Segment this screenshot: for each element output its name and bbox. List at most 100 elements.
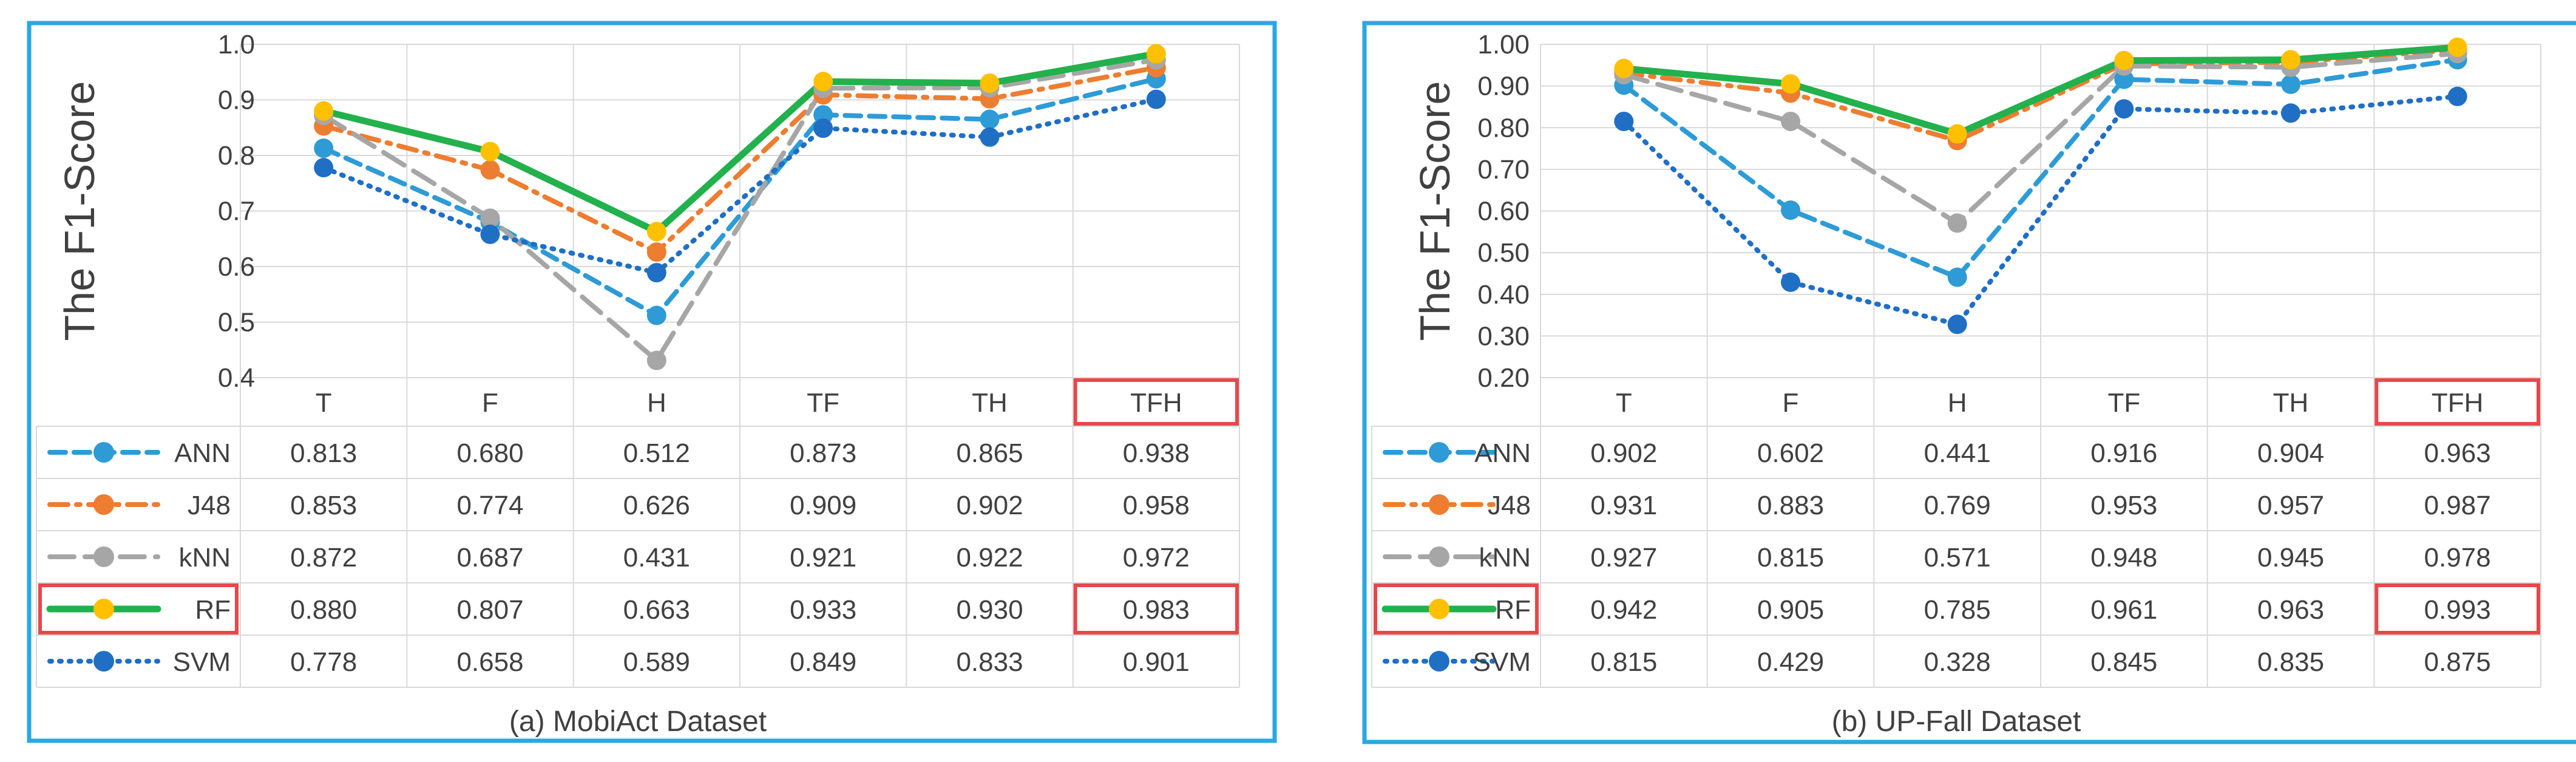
data-label: 0.845 [2090,647,2157,677]
data-point-rf [2114,50,2134,70]
x-tick-label: T [1616,388,1632,418]
data-label: 0.680 [456,438,523,468]
y-tick-label: 0.4 [218,363,255,393]
chart-panel-upfall: 0.20 0.30 0.40 0.50 0.60 0.70 0.80 0.90 1.00 The … [1362,21,2576,744]
data-point-rf [2281,50,2300,70]
legend-key-marker [93,599,114,619]
legend-label: SVM [173,647,231,677]
y-tick-label: 1.0 [218,30,255,60]
data-point-rf [480,141,500,162]
y-tick-label: 0.90 [1477,72,1530,101]
data-point-svm [1146,89,1166,109]
data-point-svm [1947,315,1967,335]
data-label: 0.931 [1590,491,1657,520]
data-label: 0.663 [623,595,690,625]
legend-label: RF [195,595,231,625]
data-point-knn [646,350,666,370]
data-label: 0.875 [2424,647,2491,677]
data-point-j48 [480,160,500,180]
data-point-rf [1614,58,1634,78]
data-label: 0.938 [1123,438,1190,468]
data-label: 0.807 [456,595,523,625]
data-label: 0.589 [623,647,690,677]
data-label: 0.902 [1590,438,1657,468]
x-tick-label: TF [2107,388,2140,418]
data-label: 0.987 [2424,491,2491,520]
data-point-rf [1146,44,1166,64]
data-label: 0.813 [290,438,357,468]
data-label: 0.865 [956,438,1023,468]
panel-caption: (b) UP-Fall Dataset [1832,706,2081,738]
data-label: 0.571 [1924,543,1991,573]
data-point-knn [1947,213,1967,233]
data-label: 0.785 [1924,595,1991,625]
legend-label: kNN [178,543,231,573]
y-axis-title: The F1-Score [1411,81,1459,341]
data-label: 0.963 [2257,595,2324,625]
data-label: 0.983 [1123,595,1190,625]
highlight-box-category [1073,378,1239,426]
legend-label: kNN [1479,543,1531,573]
data-label: 0.441 [1924,438,1991,468]
legend-key-marker [1429,599,1449,619]
legend-key-marker [1429,494,1449,515]
data-point-ann [1781,200,1800,220]
legend-key-marker [1429,442,1449,463]
data-point-svm [2447,86,2467,106]
legend-label: RF [1495,595,1531,625]
series-line-svm [1621,94,2460,327]
data-label: 0.927 [1590,543,1657,573]
data-label: 0.835 [2257,647,2324,677]
data-label: 0.904 [2257,438,2324,468]
legend-key-marker [93,651,114,672]
data-label: 0.978 [2424,543,2491,573]
data-point-ann [646,305,666,325]
legend-key-marker [93,442,114,463]
series-line-knn [321,57,1159,363]
legend-label: J48 [188,491,231,520]
data-point-svm [1781,272,1800,292]
legend-key-marker [1429,546,1449,567]
data-point-ann [314,138,334,158]
series-line-j48 [321,65,1159,255]
data-label: 0.958 [1123,491,1190,520]
y-tick-label: 0.8 [218,141,255,171]
series-line-svm [321,97,1159,276]
data-label: 0.774 [456,491,523,520]
y-tick-label: 0.50 [1477,238,1530,268]
data-label: 0.602 [1757,438,1824,468]
data-point-knn [1781,111,1800,131]
data-point-ann [980,109,1000,129]
data-label: 0.945 [2257,543,2324,573]
data-label: 0.972 [1123,543,1190,573]
data-point-svm [314,158,334,178]
x-tick-label: TH [972,388,1008,418]
x-tick-label: F [482,388,498,418]
legend-label: ANN [1474,438,1531,468]
legend-key-marker [93,494,114,515]
data-label: 0.961 [2090,595,2157,625]
data-point-svm [480,224,500,244]
data-point-ann [1947,267,1967,287]
x-tick-label: T [316,388,332,418]
legend-label: ANN [174,438,231,468]
data-label: 0.916 [2090,438,2157,468]
data-label: 0.901 [1123,647,1190,677]
highlight-box-series [1374,583,1539,634]
data-label: 0.815 [1590,647,1657,677]
data-label: 0.953 [2090,491,2157,520]
data-label: 0.902 [956,491,1023,520]
data-label: 0.512 [623,438,690,468]
data-label: 0.872 [290,543,357,573]
highlight-box-series [38,583,239,634]
legend-key-marker [1429,651,1449,672]
x-tick-label: TF [807,388,839,418]
data-point-j48 [646,242,666,262]
data-label: 0.853 [290,491,357,520]
y-tick-label: 0.70 [1477,155,1530,185]
data-point-ann [2281,74,2300,94]
data-point-rf [813,72,833,92]
data-label: 0.778 [290,647,357,677]
data-label: 0.909 [790,491,856,520]
